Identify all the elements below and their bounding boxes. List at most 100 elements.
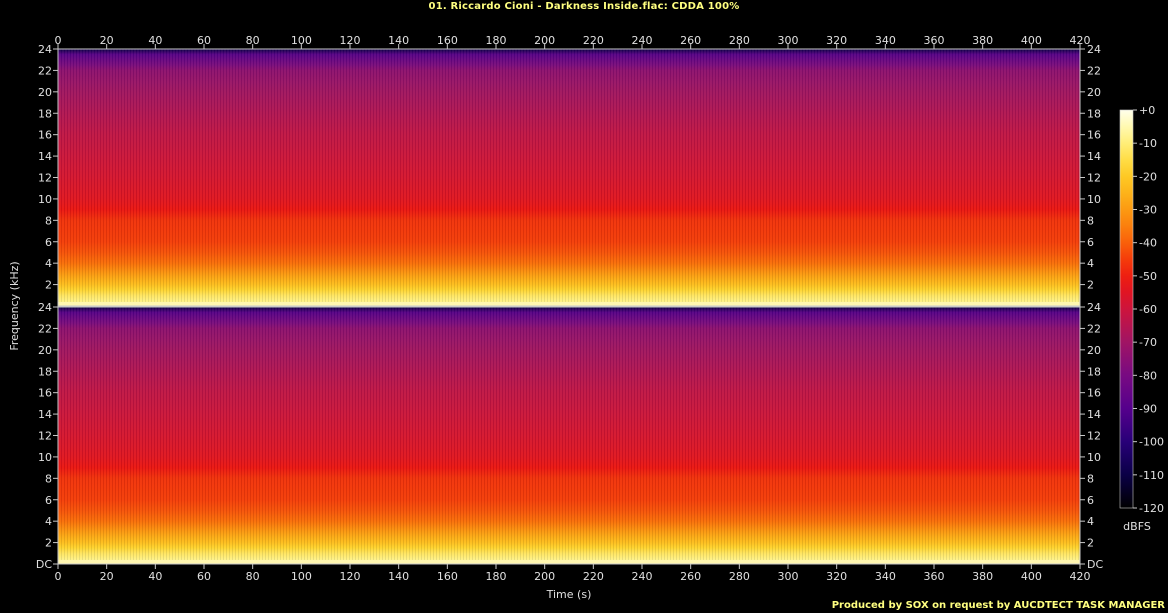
x-tick-label-bottom: 260 — [680, 570, 701, 583]
colorbar-tick-label: -30 — [1139, 204, 1157, 217]
x-tick-label-top: 240 — [632, 34, 653, 47]
colorbar-tick-label: -20 — [1139, 170, 1157, 183]
x-tick-label-top: 120 — [340, 34, 361, 47]
y-tick-label-right: 22 — [1087, 64, 1101, 77]
y-tick-label-right: 10 — [1087, 193, 1101, 206]
colorbar-tick-label: -120 — [1139, 502, 1164, 515]
y-tick-label-left: 18 — [38, 365, 52, 378]
y-tick-label-left: 14 — [38, 150, 52, 163]
x-tick-label-bottom: 340 — [875, 570, 896, 583]
y-tick-label-right: 14 — [1087, 150, 1101, 163]
y-tick-label-right: 10 — [1087, 451, 1101, 464]
x-tick-label-top: 220 — [583, 34, 604, 47]
y-tick-label-left: 4 — [45, 257, 52, 270]
spectrogram-channel-1 — [58, 49, 1080, 306]
x-tick-label-top: 140 — [388, 34, 409, 47]
y-tick-label-right: 18 — [1087, 107, 1101, 120]
x-tick-label-top: 420 — [1070, 34, 1091, 47]
x-tick-label-bottom: 60 — [197, 570, 211, 583]
x-tick-label-top: 80 — [246, 34, 260, 47]
x-tick-label-bottom: 280 — [729, 570, 750, 583]
x-tick-label-bottom: 400 — [1021, 570, 1042, 583]
x-tick-label-top: 160 — [437, 34, 458, 47]
x-tick-label-top: 60 — [197, 34, 211, 47]
spectrogram-texture — [58, 307, 1080, 564]
x-tick-label-bottom: 200 — [534, 570, 555, 583]
colorbar-tick-label: -10 — [1139, 137, 1157, 150]
x-tick-label-bottom: 80 — [246, 570, 260, 583]
y-tick-label-left: 24 — [38, 43, 52, 56]
x-tick-label-top: 360 — [924, 34, 945, 47]
x-tick-label-top: 340 — [875, 34, 896, 47]
chart-title: 01. Riccardo Cioni - Darkness Inside.fla… — [428, 1, 740, 12]
y-tick-label-right: 4 — [1087, 257, 1094, 270]
y-tick-label-right: 6 — [1087, 494, 1094, 507]
x-tick-label-bottom: 380 — [972, 570, 993, 583]
y-tick-label-right: 18 — [1087, 365, 1101, 378]
y-tick-label-right: 8 — [1087, 472, 1094, 485]
x-tick-label-top: 280 — [729, 34, 750, 47]
y-tick-label-right: 12 — [1087, 430, 1101, 443]
x-tick-label-bottom: 160 — [437, 570, 458, 583]
y-tick-label-left: 4 — [45, 515, 52, 528]
colorbar-tick-label: -50 — [1139, 270, 1157, 283]
spectrogram-channel-2 — [58, 307, 1080, 564]
x-tick-label-bottom: 20 — [100, 570, 114, 583]
x-tick-label-top: 320 — [826, 34, 847, 47]
plot-frame-2 — [57, 306, 1081, 565]
y-tick-label-left: 16 — [38, 387, 52, 400]
y-tick-label-left: 10 — [38, 193, 52, 206]
y-tick-label-right: 20 — [1087, 86, 1101, 99]
y-tick-label-right: 14 — [1087, 408, 1101, 421]
y-tick-label-right: 12 — [1087, 172, 1101, 185]
low-frequency-band — [58, 560, 1080, 564]
y-tick-label-right: 2 — [1087, 537, 1094, 550]
colorbar-tick-label: -60 — [1139, 303, 1157, 316]
x-axis-label: Time (s) — [546, 588, 592, 601]
x-tick-label-bottom: 300 — [778, 570, 799, 583]
y-tick-label-left: 22 — [38, 322, 52, 335]
x-tick-label-top: 200 — [534, 34, 555, 47]
y-tick-label-left: 20 — [38, 86, 52, 99]
y-tick-label-left: 2 — [45, 279, 52, 292]
y-tick-label-left: 20 — [38, 344, 52, 357]
colorbar-tick-label: -80 — [1139, 369, 1157, 382]
y-tick-label-left: 12 — [38, 172, 52, 185]
spectrogram-texture — [58, 49, 1080, 306]
y-tick-label-right: 4 — [1087, 515, 1094, 528]
y-tick-label-left: 2 — [45, 537, 52, 550]
x-tick-label-bottom: 0 — [55, 570, 62, 583]
y-tick-label-right: 16 — [1087, 387, 1101, 400]
x-tick-label-top: 0 — [55, 34, 62, 47]
y-tick-label-right: 6 — [1087, 236, 1094, 249]
colorbar-tick-label: +0 — [1139, 104, 1155, 117]
x-tick-label-top: 100 — [291, 34, 312, 47]
y-tick-label-left: 14 — [38, 408, 52, 421]
x-tick-label-bottom: 100 — [291, 570, 312, 583]
y-tick-label-right: 8 — [1087, 214, 1094, 227]
x-tick-label-top: 300 — [778, 34, 799, 47]
colorbar-label: dBFS — [1123, 520, 1151, 533]
y-tick-label-left: 18 — [38, 107, 52, 120]
x-tick-label-bottom: 420 — [1070, 570, 1091, 583]
x-tick-label-bottom: 240 — [632, 570, 653, 583]
y-tick-label-right: 22 — [1087, 322, 1101, 335]
x-tick-label-top: 20 — [100, 34, 114, 47]
footer-credit: Produced by SOX on request by AUCDTECT T… — [831, 600, 1165, 611]
x-tick-label-bottom: 180 — [486, 570, 507, 583]
colorbar-tick-label: -70 — [1139, 336, 1157, 349]
x-tick-label-bottom: 220 — [583, 570, 604, 583]
y-tick-label-left: 10 — [38, 451, 52, 464]
plot-frame-1 — [57, 48, 1081, 307]
y-tick-label-right: DC — [1087, 558, 1103, 571]
x-tick-label-bottom: 120 — [340, 570, 361, 583]
x-tick-label-bottom: 40 — [148, 570, 162, 583]
y-tick-label-left: 6 — [45, 494, 52, 507]
x-tick-label-top: 180 — [486, 34, 507, 47]
y-tick-label-right: 20 — [1087, 344, 1101, 357]
y-tick-label-left: DC — [36, 558, 52, 571]
y-tick-label-left: 12 — [38, 430, 52, 443]
y-axis-label: Frequency (kHz) — [8, 261, 21, 350]
x-tick-label-top: 40 — [148, 34, 162, 47]
x-tick-label-bottom: 360 — [924, 570, 945, 583]
